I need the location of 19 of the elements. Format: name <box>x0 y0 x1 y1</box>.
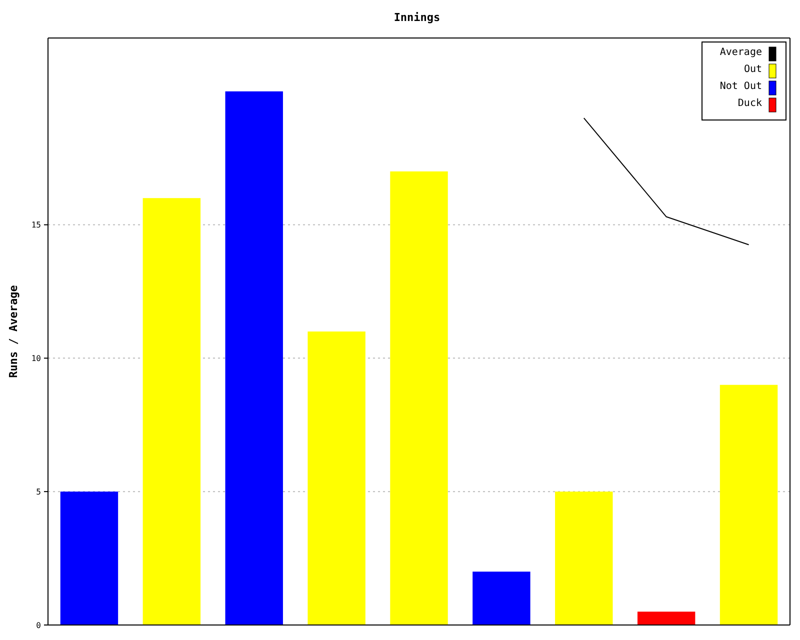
legend-label: Duck <box>738 98 762 109</box>
bar <box>637 612 696 625</box>
y-tick-label: 0 <box>36 620 42 630</box>
bar <box>555 492 613 625</box>
legend-label: Out <box>744 64 762 75</box>
y-axis-title: Runs / Average <box>7 284 20 378</box>
y-tick-label: 5 <box>36 487 42 496</box>
bar <box>142 198 201 625</box>
bar <box>390 171 448 625</box>
bar <box>308 332 366 625</box>
legend-label: Not Out <box>720 81 762 92</box>
bar <box>720 384 778 625</box>
y-tick-label: 15 <box>31 220 42 230</box>
x-axis-title: Innings <box>394 11 440 24</box>
bar <box>472 572 530 625</box>
legend-label: Average <box>720 47 762 58</box>
y-tick-label: 10 <box>31 354 42 363</box>
bar <box>225 91 283 625</box>
bar <box>60 492 118 625</box>
